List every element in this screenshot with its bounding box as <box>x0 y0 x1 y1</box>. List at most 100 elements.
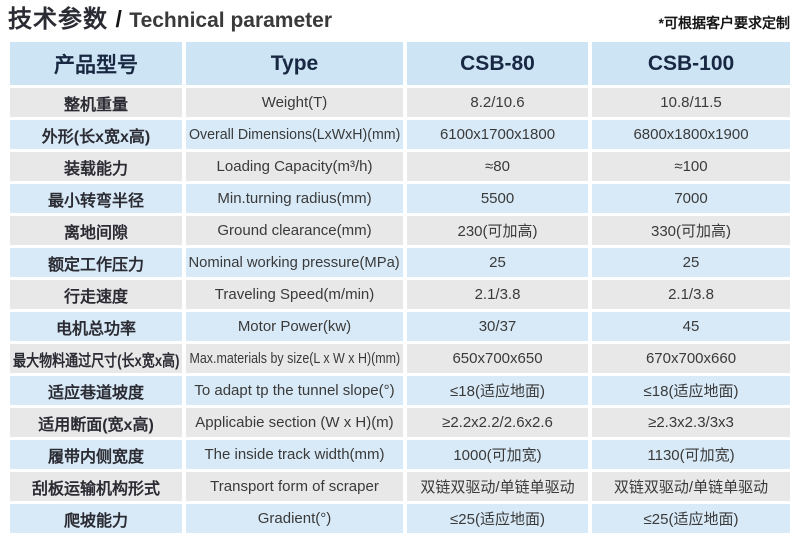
value-csb80-text: ≥2.2x2.2/2.6x2.6 <box>442 414 553 431</box>
value-csb80: 30/37 <box>407 312 588 341</box>
param-type-en-text: Min.turning radius(mm) <box>217 190 372 207</box>
value-csb100-text: 7000 <box>674 190 708 207</box>
param-type-en: Nominal working pressure(MPa) <box>186 248 403 277</box>
value-csb80: ≤18(适应地面) <box>407 376 588 405</box>
param-name-zh: 最小转弯半径 <box>10 184 182 213</box>
value-csb100: 7000 <box>592 184 790 213</box>
value-csb100: 45 <box>592 312 790 341</box>
param-type-en: Loading Capacity(m³/h) <box>186 152 403 181</box>
column-header-csb-100: CSB-100 <box>592 42 790 85</box>
value-csb100-text: 1130(可加宽) <box>647 447 735 464</box>
param-type-en-text: Ground clearance(mm) <box>217 222 372 239</box>
value-csb80: 双链双驱动/单链单驱动 <box>407 472 588 501</box>
param-type-en-text: Motor Power(kw) <box>237 318 352 335</box>
param-type-en-text: Traveling Speed(m/min) <box>214 286 375 303</box>
value-csb80: 650x700x650 <box>407 344 588 373</box>
value-csb100-text: 25 <box>682 254 700 271</box>
column-header-csb-100-text: CSB-100 <box>647 51 735 75</box>
value-csb100: 670x700x660 <box>592 344 790 373</box>
value-csb80: 230(可加高) <box>407 216 588 245</box>
value-csb80-text: 双链双驱动/单链单驱动 <box>420 479 575 496</box>
column-header-csb-80: CSB-80 <box>407 42 588 85</box>
value-csb80: 5500 <box>407 184 588 213</box>
value-csb80-text: 2.1/3.8 <box>474 286 521 303</box>
value-csb80: 2.1/3.8 <box>407 280 588 309</box>
param-name-zh: 最大物料通过尺寸(长x宽x高) <box>10 344 182 373</box>
value-csb100: 10.8/11.5 <box>592 88 790 117</box>
value-csb80: ≈80 <box>407 152 588 181</box>
value-csb100-text: 10.8/11.5 <box>660 94 722 111</box>
value-csb80-text: 8.2/10.6 <box>470 94 525 111</box>
value-csb100-text: ≤18(适应地面) <box>643 383 739 400</box>
value-csb80: 25 <box>407 248 588 277</box>
column-header-csb-80-text: CSB-80 <box>460 51 535 75</box>
param-type-en-text: Loading Capacity(m³/h) <box>216 158 373 175</box>
value-csb80: 8.2/10.6 <box>407 88 588 117</box>
value-csb80-text: ≤18(适应地面) <box>450 383 545 400</box>
column-header-product-model-text: 产品型号 <box>54 53 138 77</box>
value-csb80-text: 30/37 <box>478 318 517 335</box>
param-name-zh: 履带内侧宽度 <box>10 440 182 469</box>
param-type-en-text: Max.materials by size(L x W x H)(mm) <box>189 350 400 367</box>
title-separator: / <box>115 6 122 33</box>
value-csb80-text: ≤25(适应地面) <box>450 511 545 528</box>
param-name-zh-text: 刮板运输机构形式 <box>31 480 160 498</box>
param-name-zh-text: 最大物料通过尺寸(长x宽x高) <box>12 352 180 370</box>
value-csb100: 2.1/3.8 <box>592 280 790 309</box>
param-type-en: Weight(T) <box>186 88 403 117</box>
param-type-en-text: Nominal working pressure(MPa) <box>188 254 401 271</box>
value-csb100: 25 <box>592 248 790 277</box>
value-csb100-text: ≥2.3x2.3/3x3 <box>648 414 734 431</box>
value-csb100: 双链双驱动/单链单驱动 <box>592 472 790 501</box>
param-type-en: The inside track width(mm) <box>186 440 403 469</box>
value-csb100: 6800x1800x1900 <box>592 120 790 149</box>
title-zh: 技术参数 <box>8 6 108 34</box>
param-name-zh-text: 电机总功率 <box>55 320 136 338</box>
param-name-zh: 适用断面(宽x高) <box>10 408 182 437</box>
param-type-en: Applicabie section (W x H)(m) <box>186 408 403 437</box>
param-type-en-text: Transport form of scraper <box>210 478 379 495</box>
value-csb80: ≥2.2x2.2/2.6x2.6 <box>407 408 588 437</box>
param-name-zh: 整机重量 <box>10 88 182 117</box>
param-name-zh: 刮板运输机构形式 <box>10 472 182 501</box>
param-name-zh-text: 履带内侧宽度 <box>47 448 144 466</box>
value-csb100: ≥2.3x2.3/3x3 <box>592 408 790 437</box>
param-name-zh-text: 适应巷道坡度 <box>47 384 144 402</box>
param-type-en: To adapt tp the tunnel slope(°) <box>186 376 403 405</box>
param-name-zh: 适应巷道坡度 <box>10 376 182 405</box>
value-csb100: ≤25(适应地面) <box>592 504 790 533</box>
spec-table: 产品型号 Type CSB-80 CSB-100 整机重量 Weight(T) 8.… <box>10 42 790 533</box>
param-name-zh: 电机总功率 <box>10 312 182 341</box>
value-csb80: 1000(可加宽) <box>407 440 588 469</box>
value-csb80-text: 6100x1700x1800 <box>439 126 556 143</box>
value-csb100-text: 6800x1800x1900 <box>633 126 749 143</box>
param-type-en-text: The inside track width(mm) <box>204 446 385 463</box>
value-csb80: 6100x1700x1800 <box>407 120 588 149</box>
column-header-type: Type <box>186 42 403 85</box>
param-type-en-text: Overall Dimensions(LxWxH)(mm) <box>188 126 401 143</box>
param-name-zh-text: 装载能力 <box>63 160 128 178</box>
param-name-zh-text: 额定工作压力 <box>47 256 144 274</box>
param-name-zh-text: 适用断面(宽x高) <box>38 416 154 434</box>
param-name-zh: 外形(长x宽x高) <box>10 120 182 149</box>
param-name-zh-text: 行走速度 <box>63 288 128 306</box>
value-csb100: ≈100 <box>592 152 790 181</box>
value-csb80-text: ≈80 <box>485 158 510 175</box>
param-type-en: Ground clearance(mm) <box>186 216 403 245</box>
title-en: Technical parameter <box>129 9 332 33</box>
value-csb100-text: 330(可加高) <box>650 223 732 240</box>
value-csb100-text: 670x700x660 <box>645 350 737 367</box>
param-type-en-text: Gradient(°) <box>257 510 332 527</box>
value-csb80-text: 650x700x650 <box>452 350 543 367</box>
param-name-zh-text: 外形(长x宽x高) <box>41 128 151 146</box>
value-csb100-text: ≤25(适应地面) <box>643 511 739 528</box>
column-header-type-text: Type <box>270 51 319 75</box>
param-name-zh-text: 离地间隙 <box>63 224 128 242</box>
page-title: 技术参数 / Technical parameter <box>8 6 332 35</box>
param-type-en-text: Applicabie section (W x H)(m) <box>195 414 394 431</box>
param-type-en: Gradient(°) <box>186 504 403 533</box>
param-type-en-text: Weight(T) <box>261 94 328 111</box>
value-csb100-text: 双链双驱动/单链单驱动 <box>613 479 769 496</box>
param-name-zh: 额定工作压力 <box>10 248 182 277</box>
param-name-zh-text: 最小转弯半径 <box>47 192 144 210</box>
